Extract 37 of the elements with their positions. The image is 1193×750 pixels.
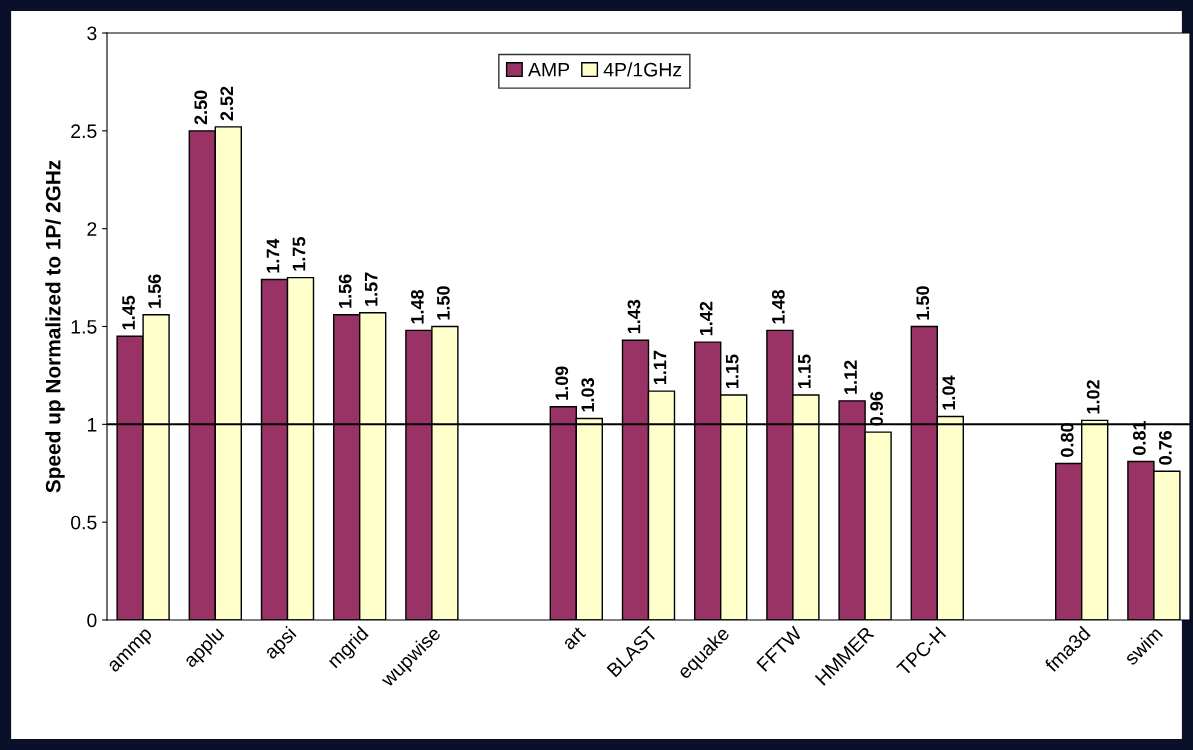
data-label: 1.45 [122,295,135,330]
data-label: 1.75 [292,237,306,271]
data-label: 1.15 [798,354,811,388]
y-tick-label: 3 [87,26,97,41]
x-tick-label: art [561,626,587,651]
y-tick-label: 1.5 [71,320,97,334]
data-label: 2.52 [220,86,234,121]
data-label: 0.96 [870,391,883,426]
data-label: 2.50 [194,90,208,125]
data-label: 1.17 [653,350,667,385]
data-label: 1.50 [436,286,450,320]
data-label: 0.76 [1158,430,1172,465]
data-label: 1.09 [555,366,569,400]
data-label: 1.42 [699,301,713,336]
y-axis-title: Speed up Normalized to 1P/ 2GHz [45,160,65,493]
data-label: 1.15 [725,354,739,388]
data-label: 1.03 [581,378,595,412]
data-label: 1.43 [627,299,641,334]
data-label: 1.74 [266,238,280,273]
data-label: 0.80 [1060,423,1074,457]
data-label: 1.48 [410,289,424,324]
y-tick-label: 2 [87,222,97,236]
data-label: 1.56 [148,274,161,308]
legend-label: AMP [528,62,570,77]
y-tick-label: 1 [87,418,97,432]
data-label: 1.12 [844,360,857,394]
data-label: 1.56 [338,274,352,308]
y-tick-label: 0.5 [71,515,97,530]
data-label: 1.57 [364,272,378,306]
legend-label: 4P/1GHz [603,62,682,77]
y-tick-label: 0 [87,613,97,628]
data-label: 1.02 [1086,380,1100,414]
data-label: 1.04 [942,375,956,410]
data-label: 1.48 [771,289,785,324]
y-tick-label: 2.5 [71,124,97,139]
data-label: 1.50 [916,286,930,320]
x-tick-label: apsi [262,625,300,663]
